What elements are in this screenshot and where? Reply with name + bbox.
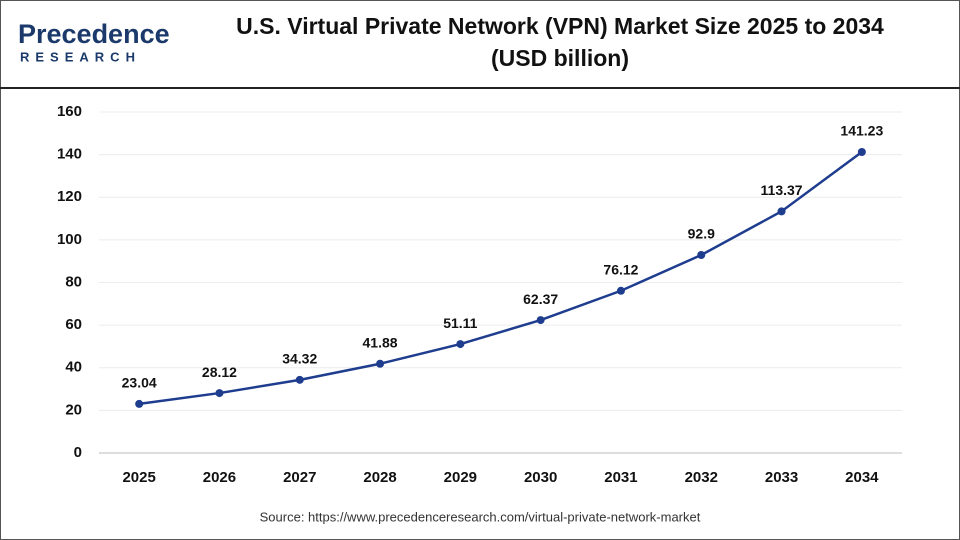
chart-title: U.S. Virtual Private Network (VPN) Marke… (236, 13, 884, 39)
x-tick-label: 2032 (685, 469, 718, 486)
y-tick-label: 80 (65, 273, 82, 290)
x-tick-label: 2025 (122, 469, 155, 486)
y-tick-label: 40 (65, 359, 82, 376)
point (616, 286, 625, 295)
x-tick-label: 2030 (524, 469, 557, 486)
point (697, 251, 706, 260)
x-tick-label: 2034 (845, 469, 879, 486)
y-tick-label: 160 (57, 103, 82, 120)
data-label: 92.9 (688, 226, 715, 242)
point (376, 359, 385, 368)
line (138, 150, 863, 406)
x-tick-label: 2031 (604, 469, 637, 486)
chart-title: (USD billion) (491, 45, 629, 71)
source: Source: https://www.precedenceresearch.c… (260, 509, 701, 524)
y-tick-label: 100 (57, 231, 82, 248)
x-tick-label: 2029 (444, 469, 477, 486)
point (295, 375, 304, 384)
logo-tagline: RESEARCH (20, 49, 141, 64)
data-label: 28.12 (202, 364, 237, 380)
data-label: 141.23 (840, 123, 883, 139)
y-tick-label: 120 (57, 188, 82, 205)
point (456, 340, 465, 349)
data-label: 23.04 (122, 375, 157, 391)
y-tick-label: 20 (65, 401, 82, 418)
y-tick-label: 140 (57, 146, 82, 163)
x-tick-label: 2033 (765, 469, 798, 486)
data-label: 41.88 (363, 334, 398, 350)
point (536, 316, 545, 325)
data-label: 76.12 (603, 261, 638, 277)
y-tick-label: 0 (74, 444, 82, 461)
data-label: 34.32 (282, 351, 317, 367)
data-label: 113.37 (761, 182, 803, 198)
point (215, 389, 224, 398)
point (777, 207, 786, 216)
y-tick-label: 60 (65, 316, 82, 333)
x-tick-label: 2027 (283, 469, 316, 486)
data-label: 51.11 (443, 315, 477, 331)
x-tick-label: 2026 (203, 469, 236, 486)
x-tick-label: 2028 (363, 469, 396, 486)
logo-name: Precedence (18, 19, 170, 49)
point (135, 399, 144, 408)
data-label: 62.37 (523, 291, 558, 307)
point (857, 148, 866, 157)
